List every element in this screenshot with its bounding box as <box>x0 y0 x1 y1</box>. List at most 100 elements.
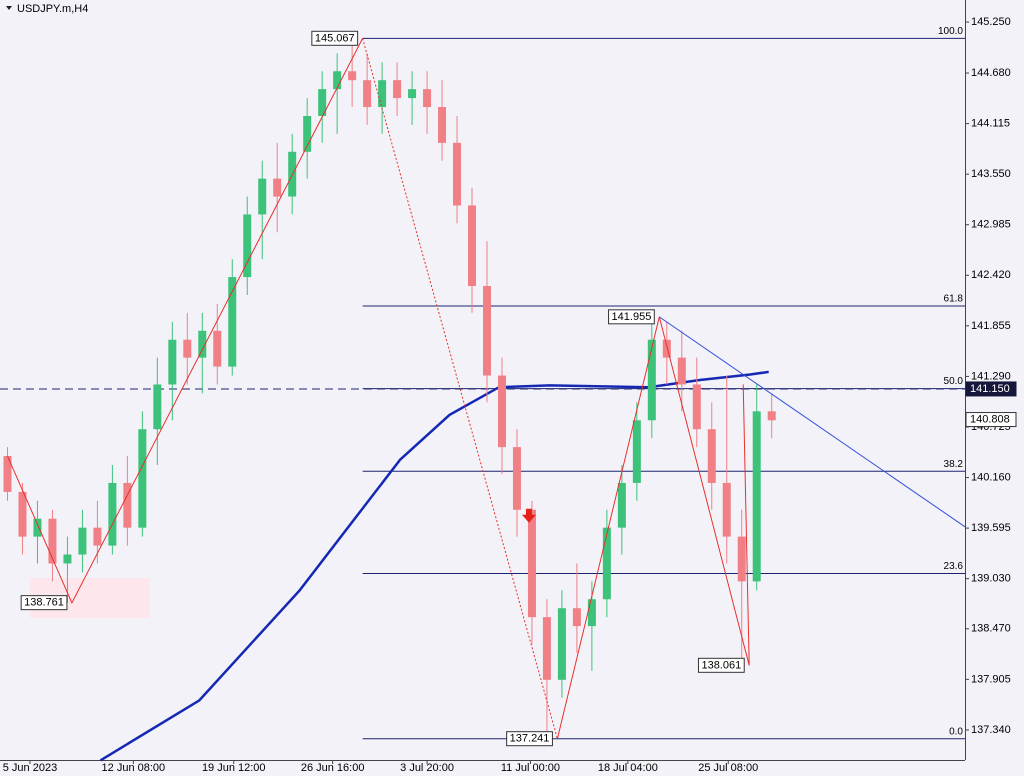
y-tick-label: 144.115 <box>971 118 1010 130</box>
candle-body <box>183 339 192 358</box>
candle-body <box>18 491 27 537</box>
candle-body <box>482 286 491 376</box>
candle-body <box>303 115 312 152</box>
candle-body <box>632 420 641 483</box>
x-tick-label: 18 Jul 04:00 <box>598 762 658 774</box>
y-tick-label: 140.160 <box>971 471 1011 483</box>
pivot-label-box <box>608 309 655 325</box>
candle-body <box>333 71 342 90</box>
candle-body <box>108 482 117 546</box>
candle-body <box>228 277 237 367</box>
pivot-label-box <box>697 657 745 673</box>
price-label: 140.808 <box>970 413 1010 425</box>
candle-body <box>527 509 536 618</box>
x-tick-label: 5 Jun 2023 <box>3 762 57 774</box>
candle-body <box>258 178 267 215</box>
candle-body <box>587 599 596 627</box>
signal-arrow <box>521 508 536 523</box>
y-tick-label: 144.680 <box>971 67 1011 79</box>
candle-body <box>692 384 701 430</box>
y-tick-label: 142.985 <box>971 219 1011 231</box>
price-label-box <box>965 412 1017 428</box>
x-tick-label: 25 Jul 08:00 <box>698 762 758 774</box>
candle-body <box>168 339 177 385</box>
candle-body <box>153 384 162 430</box>
pivot-label: 137.241 <box>510 733 550 745</box>
candle-body <box>63 554 72 564</box>
candle-body <box>737 536 746 582</box>
candle-body <box>348 71 357 81</box>
y-tick-label: 145.250 <box>971 16 1011 28</box>
fib-label: 50.0 <box>944 376 964 387</box>
price-label-box <box>965 381 1017 397</box>
candle-body <box>617 482 626 528</box>
y-tick-label: 143.550 <box>971 168 1011 180</box>
x-tick-label: 26 Jun 16:00 <box>301 762 365 774</box>
x-tick-label: 3 Jul 20:00 <box>400 762 454 774</box>
fib-label: 0.0 <box>949 726 963 737</box>
y-tick-label: 141.290 <box>971 370 1011 382</box>
pivot-label: 138.061 <box>701 659 741 671</box>
candle-body <box>662 339 671 358</box>
candle-body <box>707 429 716 483</box>
candle-body <box>423 89 432 108</box>
candle-body <box>408 89 417 99</box>
y-tick-label: 142.420 <box>971 269 1011 281</box>
candle-body <box>123 482 132 528</box>
candle-body <box>393 80 402 99</box>
candle-body <box>78 527 87 555</box>
trendline <box>659 316 966 528</box>
pivot-label-box <box>311 30 359 46</box>
fib-label: 38.2 <box>944 459 964 470</box>
zigzag-dotted <box>362 38 558 739</box>
candle-body <box>497 375 506 448</box>
candle-body <box>767 411 776 421</box>
pivot-label: 145.067 <box>315 32 355 44</box>
y-tick-label: 137.340 <box>971 724 1011 736</box>
fib-label: 23.6 <box>944 561 964 572</box>
pivot-label: 141.955 <box>612 311 652 323</box>
menu-arrow[interactable] <box>6 6 12 10</box>
candle-body <box>48 518 57 564</box>
candle-body <box>243 214 252 278</box>
x-tick-label: 11 Jul 00:00 <box>501 762 560 774</box>
price-label: 141.150 <box>970 383 1010 395</box>
y-tick-label: 138.470 <box>971 623 1011 635</box>
y-tick-label: 139.595 <box>971 522 1011 534</box>
x-tick-label: 19 Jun 12:00 <box>202 762 266 774</box>
candle-body <box>468 205 477 287</box>
candle-body <box>273 178 282 197</box>
candle-body <box>572 608 581 627</box>
candle-body <box>378 80 387 108</box>
candle-body <box>647 339 656 421</box>
candle-body <box>752 411 761 582</box>
plot-area: 100.0 61.8 50.0 38.2 23.6 0.0 145.067 138.761 13… <box>0 26 966 762</box>
pivot-label: 138.761 <box>24 597 64 609</box>
fib-label: 100.0 <box>938 26 963 37</box>
candle-body <box>3 456 12 492</box>
candle-body <box>363 80 372 108</box>
candle-body <box>722 482 731 537</box>
candle-body <box>93 527 102 546</box>
symbol-label: USDJPY.m,H4 <box>17 3 88 15</box>
candle-body <box>453 142 462 206</box>
fib-label: 61.8 <box>944 294 964 305</box>
y-tick-label: 137.905 <box>971 673 1011 685</box>
candle-body <box>602 527 611 600</box>
y-tick-label: 139.030 <box>971 573 1011 585</box>
pivot-label-box <box>20 595 68 611</box>
zigzag <box>7 38 750 739</box>
candle-body <box>557 608 566 680</box>
candle-body <box>33 518 42 537</box>
candle-body <box>542 617 551 680</box>
candle-body <box>198 330 207 358</box>
y-tick-label: 141.855 <box>971 320 1011 332</box>
candle-body <box>512 447 521 510</box>
candle-body <box>318 89 327 116</box>
candle-body <box>677 357 686 385</box>
candle-body <box>213 330 222 367</box>
candle-body <box>138 429 147 528</box>
